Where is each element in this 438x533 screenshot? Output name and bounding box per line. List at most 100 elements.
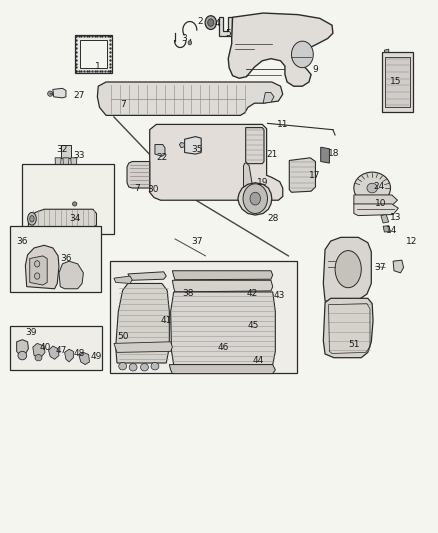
Ellipse shape xyxy=(243,184,267,214)
Text: 11: 11 xyxy=(276,120,288,129)
Polygon shape xyxy=(289,158,315,192)
Ellipse shape xyxy=(30,216,34,222)
Ellipse shape xyxy=(250,192,260,205)
Polygon shape xyxy=(170,292,275,365)
Text: 44: 44 xyxy=(252,357,263,366)
Ellipse shape xyxy=(28,213,36,225)
Ellipse shape xyxy=(291,41,313,68)
Text: 4: 4 xyxy=(214,19,219,28)
Polygon shape xyxy=(33,343,45,358)
Bar xyxy=(385,56,409,108)
Text: 45: 45 xyxy=(247,321,258,330)
Polygon shape xyxy=(53,88,66,98)
Polygon shape xyxy=(25,245,59,289)
Text: 37: 37 xyxy=(374,263,385,272)
Ellipse shape xyxy=(35,354,42,361)
Ellipse shape xyxy=(205,15,216,29)
Text: 13: 13 xyxy=(389,213,401,222)
Text: 39: 39 xyxy=(25,328,37,337)
Bar xyxy=(381,52,412,112)
Text: 3: 3 xyxy=(181,34,187,43)
Polygon shape xyxy=(127,272,166,280)
Polygon shape xyxy=(114,342,172,352)
Polygon shape xyxy=(71,158,77,173)
Bar xyxy=(10,326,102,370)
Text: 9: 9 xyxy=(312,64,318,74)
Text: 34: 34 xyxy=(69,214,80,223)
Polygon shape xyxy=(60,144,71,158)
Bar xyxy=(110,261,297,373)
Polygon shape xyxy=(384,49,388,52)
Polygon shape xyxy=(322,298,372,358)
Polygon shape xyxy=(322,237,371,303)
Text: 17: 17 xyxy=(308,171,320,180)
Polygon shape xyxy=(172,280,272,292)
Text: 12: 12 xyxy=(405,237,416,246)
Polygon shape xyxy=(320,147,328,163)
Text: 37: 37 xyxy=(191,237,202,246)
Text: 30: 30 xyxy=(147,185,159,194)
Text: 10: 10 xyxy=(374,199,386,208)
Text: 36: 36 xyxy=(17,237,28,246)
Text: 32: 32 xyxy=(57,146,68,155)
Text: 43: 43 xyxy=(273,291,285,300)
Ellipse shape xyxy=(353,172,390,204)
Polygon shape xyxy=(116,284,169,363)
Polygon shape xyxy=(243,163,252,193)
Text: 15: 15 xyxy=(389,77,401,86)
Text: 18: 18 xyxy=(327,149,339,158)
Text: 49: 49 xyxy=(91,352,102,361)
Polygon shape xyxy=(59,261,83,289)
Polygon shape xyxy=(28,209,96,228)
Ellipse shape xyxy=(35,261,40,267)
Text: 41: 41 xyxy=(160,316,172,325)
Polygon shape xyxy=(74,35,112,73)
Text: 28: 28 xyxy=(266,214,278,223)
Ellipse shape xyxy=(207,19,213,26)
Text: 47: 47 xyxy=(56,346,67,355)
Text: 33: 33 xyxy=(73,151,85,160)
Text: 14: 14 xyxy=(385,226,396,235)
Text: 5: 5 xyxy=(225,29,230,38)
Polygon shape xyxy=(169,365,275,374)
Text: 42: 42 xyxy=(246,288,257,297)
Ellipse shape xyxy=(366,183,377,193)
Text: 21: 21 xyxy=(265,150,277,159)
Ellipse shape xyxy=(35,273,40,279)
Ellipse shape xyxy=(129,364,137,371)
Polygon shape xyxy=(172,271,272,280)
Text: 24: 24 xyxy=(372,182,384,191)
Polygon shape xyxy=(382,225,390,232)
Text: 27: 27 xyxy=(73,91,85,100)
Text: 38: 38 xyxy=(182,288,194,297)
Polygon shape xyxy=(353,195,396,207)
Text: 40: 40 xyxy=(39,343,50,352)
Text: 1: 1 xyxy=(94,62,100,70)
Polygon shape xyxy=(30,256,47,285)
Text: 19: 19 xyxy=(256,178,267,187)
Polygon shape xyxy=(97,82,282,115)
Text: 46: 46 xyxy=(217,343,228,352)
Polygon shape xyxy=(149,124,282,200)
Polygon shape xyxy=(64,349,73,362)
Text: 22: 22 xyxy=(156,154,167,163)
Text: 7: 7 xyxy=(134,183,139,192)
Ellipse shape xyxy=(187,41,191,45)
Ellipse shape xyxy=(118,362,126,370)
Text: 48: 48 xyxy=(73,350,85,359)
Text: 7: 7 xyxy=(120,100,126,109)
Text: 36: 36 xyxy=(60,254,71,263)
Polygon shape xyxy=(184,136,201,154)
Polygon shape xyxy=(228,13,332,86)
Ellipse shape xyxy=(334,251,360,288)
Text: 51: 51 xyxy=(347,341,359,350)
Polygon shape xyxy=(262,93,273,103)
Polygon shape xyxy=(380,215,388,223)
Polygon shape xyxy=(114,276,132,284)
Bar xyxy=(10,225,101,292)
Polygon shape xyxy=(55,158,61,173)
Polygon shape xyxy=(79,352,89,365)
Text: 50: 50 xyxy=(117,332,128,341)
Polygon shape xyxy=(179,142,184,148)
Text: 35: 35 xyxy=(191,146,202,155)
